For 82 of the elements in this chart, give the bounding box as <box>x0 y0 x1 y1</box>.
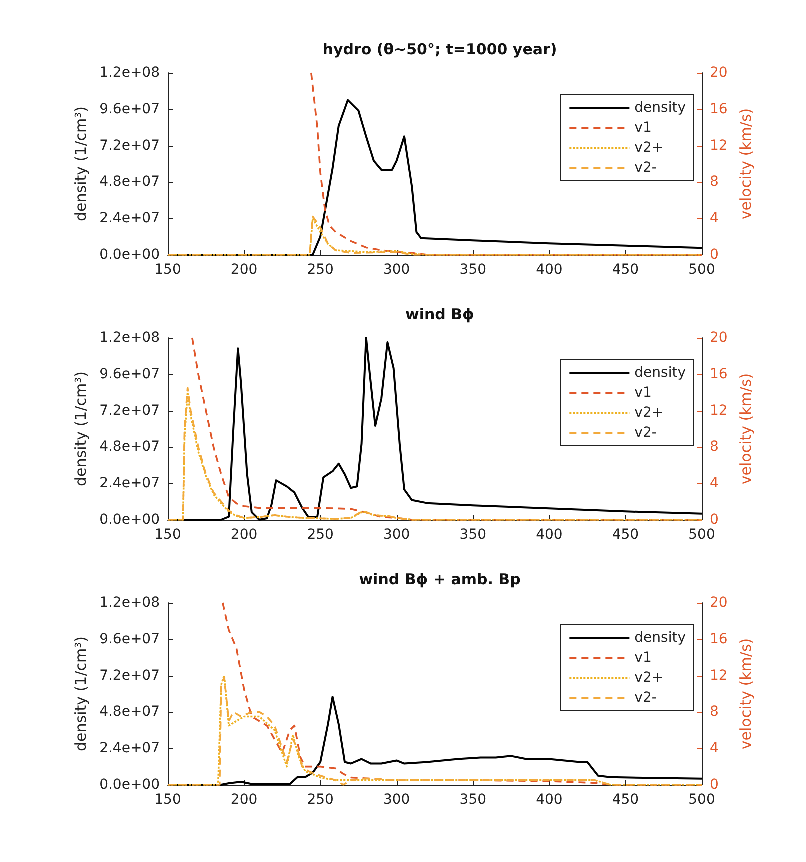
legend-label: v1 <box>634 120 652 136</box>
y2-tick-label: 8 <box>710 704 719 720</box>
y-tick-label: 1.2e+08 <box>100 330 160 346</box>
x-tick-label: 350 <box>460 262 487 278</box>
x-tick-label: 250 <box>307 527 334 543</box>
y-tick-label: 9.6e+07 <box>100 101 160 118</box>
x-tick-label: 350 <box>460 792 487 808</box>
y-axis-title: density (1/cm³) <box>72 636 90 752</box>
y-axis-title: density (1/cm³) <box>72 106 90 222</box>
x-tick-label: 400 <box>536 262 563 278</box>
x-tick-label: 150 <box>154 262 182 278</box>
y2-tick-label: 12 <box>710 668 728 684</box>
y2-tick-label: 16 <box>710 366 728 382</box>
y2-tick-label: 16 <box>710 101 728 118</box>
y2-tick-label: 0 <box>710 247 719 263</box>
line-series <box>310 72 703 256</box>
y-tick-label: 9.6e+07 <box>100 631 160 648</box>
y2-tick-label: 4 <box>710 210 719 227</box>
x-tick-label: 500 <box>688 792 716 808</box>
y-tick-label: 4.8e+07 <box>100 174 160 190</box>
y2-axis-title: velocity (km/s) <box>737 108 756 220</box>
legend-label: v2- <box>634 690 657 706</box>
y-tick-label: 9.6e+07 <box>100 366 160 382</box>
legend-label: v1 <box>634 385 652 401</box>
x-tick-label: 350 <box>460 527 487 543</box>
x-tick-label: 250 <box>307 262 334 278</box>
y2-axis-title: velocity (km/s) <box>737 373 756 485</box>
y-tick-label: 0.0e+00 <box>100 512 160 528</box>
chart-title: wind Bϕ + amb. Bp <box>359 570 522 588</box>
y2-tick-label: 12 <box>710 402 728 419</box>
y-tick-label: 7.2e+07 <box>100 668 160 684</box>
x-tick-label: 200 <box>230 792 258 808</box>
legend-label: density <box>634 365 686 381</box>
y-axis-title: density (1/cm³) <box>72 372 90 486</box>
x-tick-label: 200 <box>230 527 258 543</box>
y-tick-label: 2.4e+07 <box>100 476 160 492</box>
x-tick-label: 500 <box>688 527 716 543</box>
y-tick-label: 1.2e+08 <box>100 595 160 611</box>
y2-tick-label: 12 <box>710 138 728 154</box>
y-tick-label: 4.8e+07 <box>100 439 160 456</box>
y-tick-label: 7.2e+07 <box>100 402 160 419</box>
y-tick-label: 4.8e+07 <box>100 704 160 720</box>
x-tick-label: 450 <box>612 792 640 808</box>
y-tick-label: 2.4e+07 <box>100 740 160 757</box>
x-tick-label: 450 <box>612 527 640 543</box>
legend-label: density <box>634 630 686 646</box>
y-tick-label: 0.0e+00 <box>100 777 160 793</box>
y2-tick-label: 8 <box>710 174 719 190</box>
y2-tick-label: 0 <box>710 512 719 528</box>
legend-label: v2- <box>634 425 657 441</box>
legend-label: v2+ <box>634 670 664 686</box>
y2-tick-label: 20 <box>710 330 728 346</box>
y2-tick-label: 16 <box>710 631 728 648</box>
y-tick-label: 1.2e+08 <box>100 65 160 81</box>
x-tick-label: 400 <box>536 792 563 808</box>
y2-tick-label: 8 <box>710 439 719 456</box>
x-tick-label: 200 <box>230 262 258 278</box>
y2-tick-label: 20 <box>710 595 728 611</box>
y2-tick-label: 20 <box>710 65 728 81</box>
legend-label: density <box>634 100 686 116</box>
legend-label: v2+ <box>634 140 664 156</box>
x-tick-label: 400 <box>536 527 563 543</box>
x-tick-label: 450 <box>612 262 640 278</box>
x-tick-label: 300 <box>383 792 410 808</box>
chart-title: wind Bϕ <box>405 306 475 324</box>
y2-tick-label: 4 <box>710 476 719 492</box>
y2-tick-label: 4 <box>710 740 719 757</box>
y-tick-label: 7.2e+07 <box>100 138 160 154</box>
legend-label: v2+ <box>634 405 664 421</box>
x-tick-label: 150 <box>154 792 182 808</box>
y-tick-label: 2.4e+07 <box>100 210 160 227</box>
legend-label: v1 <box>634 650 652 666</box>
x-tick-label: 300 <box>383 527 410 543</box>
x-tick-label: 300 <box>383 262 410 278</box>
y-tick-label: 0.0e+00 <box>100 247 160 263</box>
chart-title: hydro (θ~50°; t=1000 year) <box>322 40 558 58</box>
legend-label: v2- <box>634 160 657 176</box>
x-tick-label: 500 <box>688 262 716 278</box>
y2-axis-title: velocity (km/s) <box>737 638 756 750</box>
y2-tick-label: 0 <box>710 777 719 793</box>
x-tick-label: 150 <box>154 527 182 543</box>
x-tick-label: 250 <box>307 792 334 808</box>
